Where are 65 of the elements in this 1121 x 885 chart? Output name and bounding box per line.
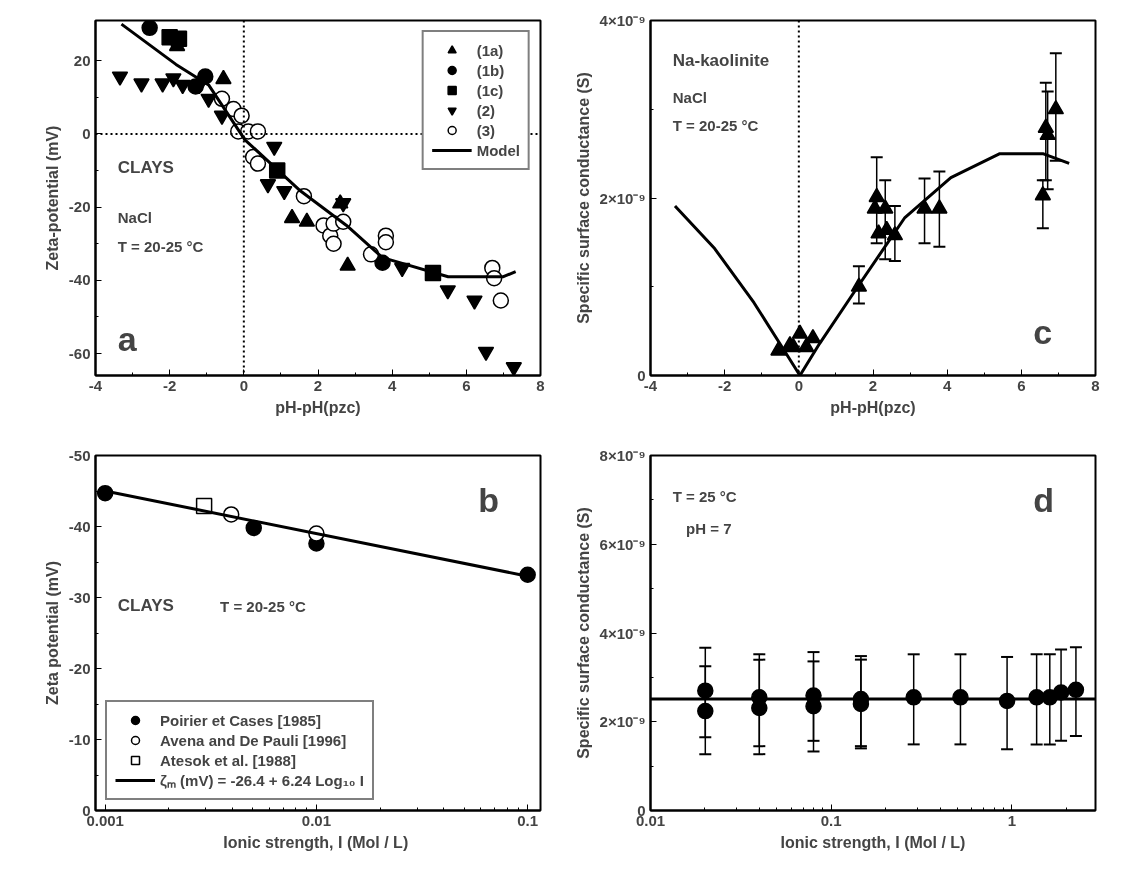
x-tick-label: -4 [88, 376, 103, 394]
annotation: CLAYS [117, 596, 174, 616]
y-tick-label: -20 [68, 198, 91, 216]
x-tick-label: 0.1 [517, 811, 539, 829]
y-tick-label: 2×10⁻⁹ [599, 189, 646, 207]
y-tick-label: 4×10⁻⁹ [599, 12, 646, 29]
y-tick-label: -10 [68, 730, 91, 748]
annotation: NaCl [117, 209, 152, 227]
y-tick-label: -60 [68, 344, 91, 362]
legend-label: (3) [476, 121, 496, 139]
y-axis-title: Zeta-potential (mV) [43, 125, 61, 271]
annotation: T = 20-25 °C [117, 237, 204, 255]
x-axis-title: pH-pH(pzc) [830, 398, 916, 416]
y-tick-label: 0 [82, 124, 91, 142]
y-tick-label: 2×10⁻⁹ [599, 713, 646, 731]
y-axis-title: Zeta potential (mV) [43, 560, 61, 705]
y-tick-label: 6×10⁻⁹ [599, 535, 646, 553]
x-tick-label: 8 [1091, 376, 1100, 394]
x-axis-title: Ionic strength, I (Mol / L) [780, 833, 966, 851]
x-axis-title: pH-pH(pzc) [275, 398, 361, 416]
x-tick-label: 2 [313, 376, 323, 394]
legend-label: Poirier et Cases [1985] [160, 711, 321, 729]
annotation: pH = 7 [686, 520, 732, 538]
x-tick-label: 2 [868, 376, 878, 394]
annotation: d [1033, 481, 1054, 520]
y-tick-label: -30 [68, 588, 91, 606]
x-tick-label: -2 [163, 376, 177, 394]
y-tick-label: -20 [68, 659, 91, 677]
legend-label: (2) [476, 101, 496, 119]
x-tick-label: 0.1 [820, 811, 842, 829]
legend-label: (1a) [476, 41, 504, 59]
y-axis-title: Specific surface conductance (S) [574, 507, 592, 759]
x-tick-label: 0.01 [301, 811, 332, 829]
legend-label: ζₘ (mV) = -26.4 + 6.24 Log₁₀ I [160, 771, 364, 790]
x-tick-label: 0 [239, 376, 249, 394]
annotation: T = 20-25 °C [672, 117, 759, 135]
x-tick-label: -2 [718, 376, 732, 394]
annotation: CLAYS [117, 157, 174, 177]
x-tick-label: 4 [388, 376, 397, 394]
annotation: Na-kaolinite [672, 51, 770, 71]
x-tick-label: 4 [943, 376, 952, 394]
legend-label: Model [476, 141, 520, 159]
y-tick-label: 20 [73, 51, 91, 69]
y-axis-title: Specific surface conductance (S) [574, 72, 592, 324]
annotation: c [1033, 312, 1053, 351]
annotation: b [478, 481, 499, 520]
y-tick-label: 8×10⁻⁹ [599, 447, 646, 464]
y-tick-label: 4×10⁻⁹ [599, 624, 646, 642]
y-tick-label: -40 [68, 271, 91, 289]
legend-label: Avena and De Pauli [1996] [160, 731, 347, 749]
legend-label: (1b) [476, 61, 505, 79]
legend-label: Atesok et al. [1988] [160, 751, 296, 769]
legend-label: (1c) [476, 81, 504, 99]
x-tick-label: 1 [1007, 811, 1017, 829]
annotation: T = 25 °C [672, 488, 737, 506]
annotation: NaCl [672, 88, 707, 106]
y-tick-label: -50 [68, 446, 91, 464]
x-tick-label: 6 [462, 376, 471, 394]
y-tick-label: -40 [68, 517, 91, 535]
annotation: a [117, 319, 138, 358]
x-axis-title: Ionic strength, I (Mol / L) [223, 833, 409, 851]
annotation: T = 20-25 °C [220, 598, 306, 616]
x-tick-label: 0 [794, 376, 804, 394]
x-tick-label: 8 [536, 376, 545, 394]
x-tick-label: 6 [1017, 376, 1026, 394]
